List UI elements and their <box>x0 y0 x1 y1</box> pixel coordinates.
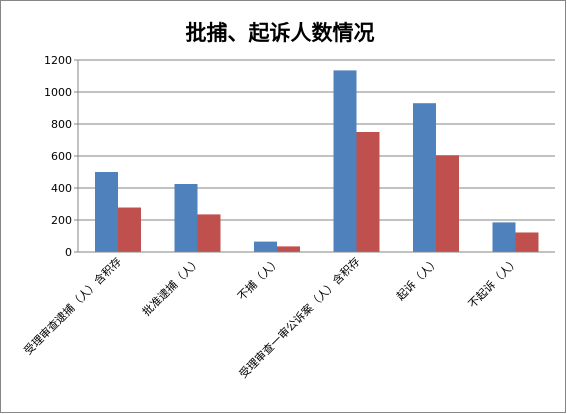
y-tick-label: 800 <box>51 118 72 131</box>
y-tick-label: 1200 <box>44 54 72 67</box>
y-tick-label: 400 <box>51 182 72 195</box>
bar <box>277 246 300 252</box>
y-tick-label: 600 <box>51 150 72 163</box>
bar <box>356 132 380 252</box>
chart-title: 批捕、起诉人数情况 <box>186 21 375 45</box>
bar <box>254 241 277 252</box>
y-tick-label: 1000 <box>44 86 72 99</box>
bar <box>333 70 357 253</box>
bar <box>197 214 221 252</box>
bar <box>95 172 118 252</box>
bar <box>515 232 539 252</box>
bar <box>413 103 436 252</box>
bar <box>436 155 459 252</box>
bar <box>174 184 198 252</box>
y-tick-label: 0 <box>65 246 72 259</box>
y-tick-label: 200 <box>51 214 72 227</box>
bar <box>118 207 141 252</box>
bar <box>492 222 516 252</box>
